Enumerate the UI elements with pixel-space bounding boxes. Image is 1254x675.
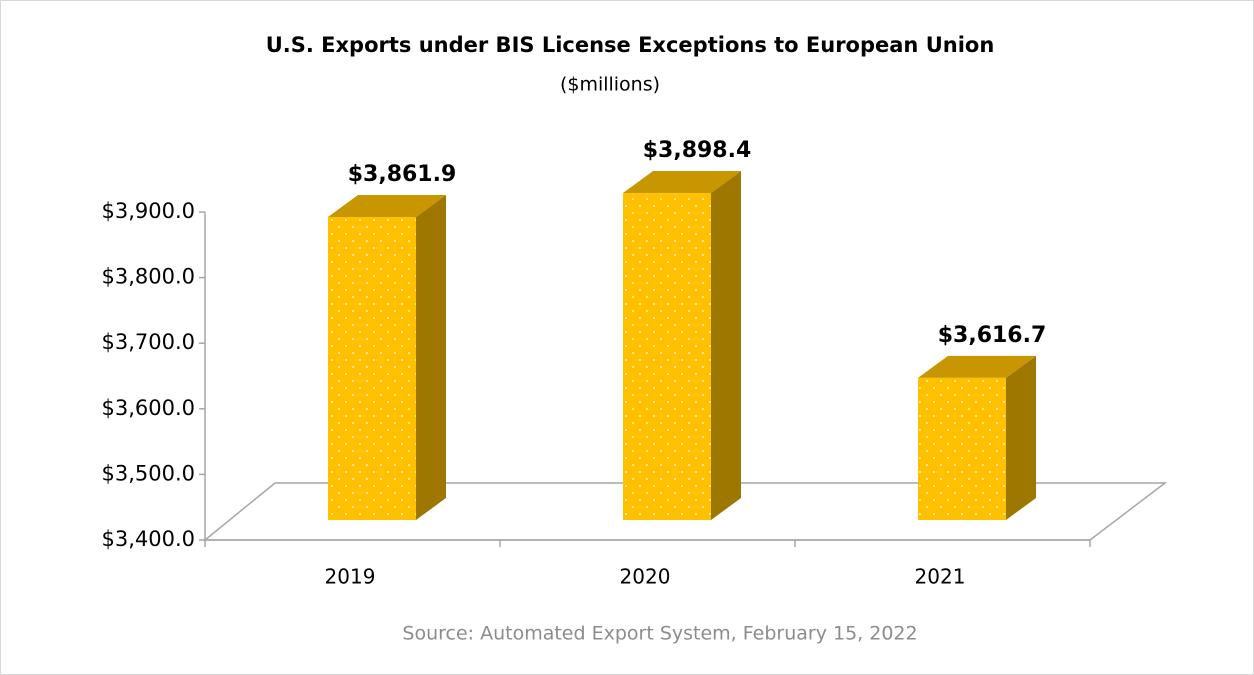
- y-tick-label: $3,600.0: [101, 396, 195, 420]
- y-tick-label: $3,500.0: [101, 461, 195, 485]
- y-tick-label: $3,400.0: [101, 527, 195, 551]
- x-tick-label: 2019: [325, 565, 376, 589]
- value-label: $3,898.4: [643, 138, 752, 163]
- bar-top: [918, 355, 1036, 378]
- value-label: $3,616.7: [938, 323, 1047, 348]
- bar-top: [328, 194, 446, 217]
- y-tick-label: $3,900.0: [101, 199, 195, 223]
- bar-texture: [918, 377, 1006, 520]
- source-note: Source: Automated Export System, Februar…: [402, 623, 917, 645]
- bar-side: [1006, 355, 1036, 520]
- x-tick-label: 2020: [620, 565, 671, 589]
- bar: [623, 171, 741, 520]
- bar: [918, 355, 1036, 520]
- bar-top: [623, 171, 741, 194]
- bar: [328, 194, 446, 521]
- bar-texture: [328, 216, 416, 521]
- y-tick-label: $3,700.0: [101, 330, 195, 354]
- bar-texture: [623, 193, 711, 520]
- bar-side: [711, 171, 741, 520]
- x-tick-label: 2021: [915, 565, 966, 589]
- y-tick-label: $3,800.0: [101, 265, 195, 289]
- chart-subtitle: ($millions): [560, 74, 660, 96]
- chart-title: U.S. Exports under BIS License Exception…: [266, 33, 995, 57]
- value-label: $3,861.9: [348, 162, 457, 187]
- bar-side: [416, 194, 446, 521]
